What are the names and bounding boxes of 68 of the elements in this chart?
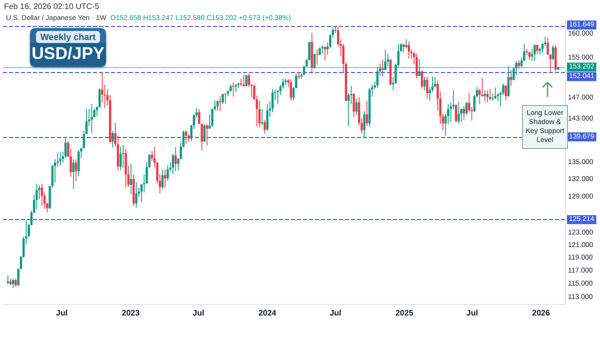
x-tick-label: 2026: [532, 308, 550, 318]
candlestick: [90, 103, 93, 134]
candlestick: [382, 59, 384, 77]
candlestick: [462, 106, 466, 121]
text: Weekly chart: [36, 31, 100, 43]
candlestick: [242, 74, 245, 88]
candlestick: [112, 130, 114, 148]
candlestick: [405, 38, 408, 49]
candlestick: [36, 183, 38, 210]
candlestick: [264, 120, 266, 134]
candlestick: [12, 278, 14, 288]
candlestick: [78, 150, 80, 177]
candlestick: [321, 44, 324, 54]
x-tick-label: Jul: [466, 308, 478, 318]
candlestick: [234, 84, 237, 92]
candlestick: [416, 53, 418, 79]
candlestick: [458, 101, 460, 124]
x-tick-label: 2023: [122, 308, 140, 318]
candlestick: [135, 182, 138, 208]
candlestick: [352, 92, 355, 118]
candlestick: [222, 93, 224, 104]
candlestick: [363, 110, 366, 138]
candlestick: [536, 44, 538, 55]
candlestick: [366, 100, 368, 126]
candlestick: [219, 96, 222, 112]
candlestick: [130, 163, 132, 195]
candlestick: [119, 146, 122, 170]
candlestick: [258, 100, 261, 128]
candlestick: [59, 151, 62, 166]
candlestick: [64, 138, 67, 158]
candlestick: [454, 104, 458, 123]
text: USD/JPY: [30, 43, 106, 67]
candlestick: [510, 70, 512, 86]
candlestick: [534, 44, 536, 62]
candlestick: [161, 169, 164, 190]
x-tick-label: Jul: [56, 308, 68, 318]
candlestick: [420, 70, 424, 89]
candlestick: [72, 158, 74, 190]
candlestick: [423, 76, 426, 90]
candlestick: [434, 76, 436, 88]
x-tick-label: Jul: [330, 308, 342, 318]
x-tick-label: 2024: [258, 308, 277, 318]
candlestick: [504, 85, 507, 101]
candlestick: [174, 146, 177, 172]
candlestick: [290, 78, 292, 102]
candlestick: [324, 46, 326, 60]
candlestick: [426, 76, 428, 100]
candlestick: [122, 144, 124, 168]
candlestick: [124, 148, 127, 188]
candlestick: [402, 43, 405, 54]
candlestick: [198, 108, 200, 124]
x-tick-label: Jul: [192, 308, 204, 318]
candlestick: [530, 48, 534, 62]
candlestick: [552, 45, 554, 61]
candlestick: [224, 93, 227, 104]
candlestick: [465, 101, 468, 116]
candlestick: [408, 41, 410, 59]
candlestick: [271, 88, 274, 113]
candlestick: [266, 103, 268, 132]
candlestick: [40, 183, 44, 206]
text: Feb 16, 2026 02:10 UTC-5: [4, 2, 100, 11]
candlestick: [85, 108, 88, 134]
candlestick: [245, 74, 248, 87]
x-tick-label: 2025: [395, 308, 414, 318]
candlestick: [166, 164, 169, 182]
candlestick: [74, 158, 78, 182]
candlestick: [316, 48, 318, 66]
candlestick: [164, 169, 166, 188]
